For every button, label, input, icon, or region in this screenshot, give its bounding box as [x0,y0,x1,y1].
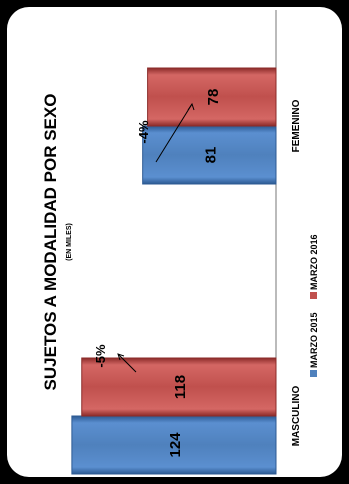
legend-label-marzo-2015: MARZO 2015 [309,312,319,368]
category-label-femenino: FEMENINO [291,99,302,152]
value-label: 81 [202,147,219,164]
legend-swatch-marzo-2015 [310,370,317,377]
change-annotation-femenino: -4% [136,102,195,163]
bar-masculino-marzo-2016 [81,357,277,417]
value-label: 124 [167,432,184,458]
bar-femenino-marzo-2016 [147,67,277,127]
legend: MARZO 2015 MARZO 2016 [309,234,319,377]
value-label: 118 [172,375,189,399]
change-label-femenino: -4% [136,120,151,144]
legend-swatch-marzo-2016 [310,292,317,299]
trend-arrow-icon [155,103,193,163]
chart-subtitle: (EN MILES) [66,223,73,261]
change-label-masculino: -5% [93,344,108,368]
change-annotation-masculino: -5% [93,344,137,373]
arrowhead-icon [117,353,125,361]
category-label-masculino: MASCULINO [291,386,302,447]
legend-label-marzo-2016: MARZO 2016 [309,234,319,290]
trend-arrow-icon [117,353,137,373]
chart-title: SUJETOS A MODALIDAD POR SEXO [41,94,60,391]
arrowhead-icon [187,102,195,111]
value-label: 78 [205,89,222,106]
